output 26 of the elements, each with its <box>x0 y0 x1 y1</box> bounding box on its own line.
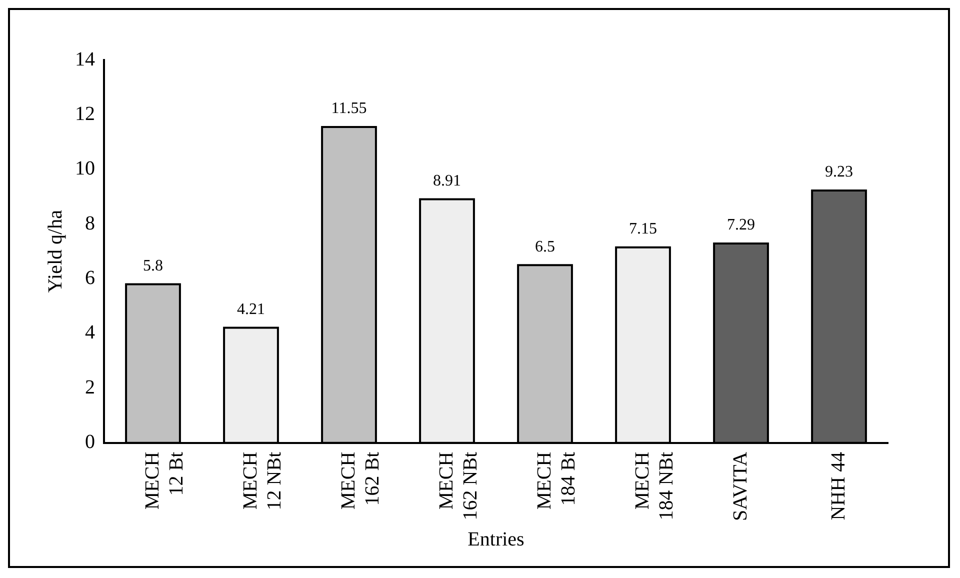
y-axis-title: Yield q/ha <box>44 210 66 293</box>
x-tick-label: SAVITA <box>729 451 752 522</box>
data-label: 6.5 <box>535 238 555 256</box>
data-label: 9.23 <box>825 164 853 181</box>
x-tick-label: NHH 44 <box>827 452 850 520</box>
data-label: 11.55 <box>331 100 367 118</box>
y-tick-label: 6 <box>85 267 95 290</box>
x-tick-label: MECH 184 Bt <box>533 451 580 510</box>
x-tick-label: MECH 184 NBt <box>631 451 678 520</box>
y-tick-label: 0 <box>85 431 95 454</box>
y-tick-label: 12 <box>75 102 95 125</box>
y-tick-label: 10 <box>75 158 95 180</box>
x-tick-label: MECH 12 Bt <box>141 451 188 510</box>
data-label: 7.29 <box>727 216 755 234</box>
data-label: 7.15 <box>629 220 657 238</box>
y-tick-label: 2 <box>85 376 95 398</box>
y-tick-label: 14 <box>75 48 95 70</box>
data-label: 8.91 <box>433 172 461 190</box>
y-tick-label: 8 <box>85 212 95 234</box>
data-label: 4.21 <box>237 300 265 318</box>
x-tick-label: MECH 12 NBt <box>239 451 286 510</box>
x-tick-label: MECH 162 Bt <box>337 451 384 510</box>
x-axis-title: Entries <box>468 528 525 550</box>
data-label: 5.8 <box>143 257 163 274</box>
y-tick-label: 4 <box>85 322 95 344</box>
x-tick-label: MECH 162 NBt <box>435 451 482 520</box>
